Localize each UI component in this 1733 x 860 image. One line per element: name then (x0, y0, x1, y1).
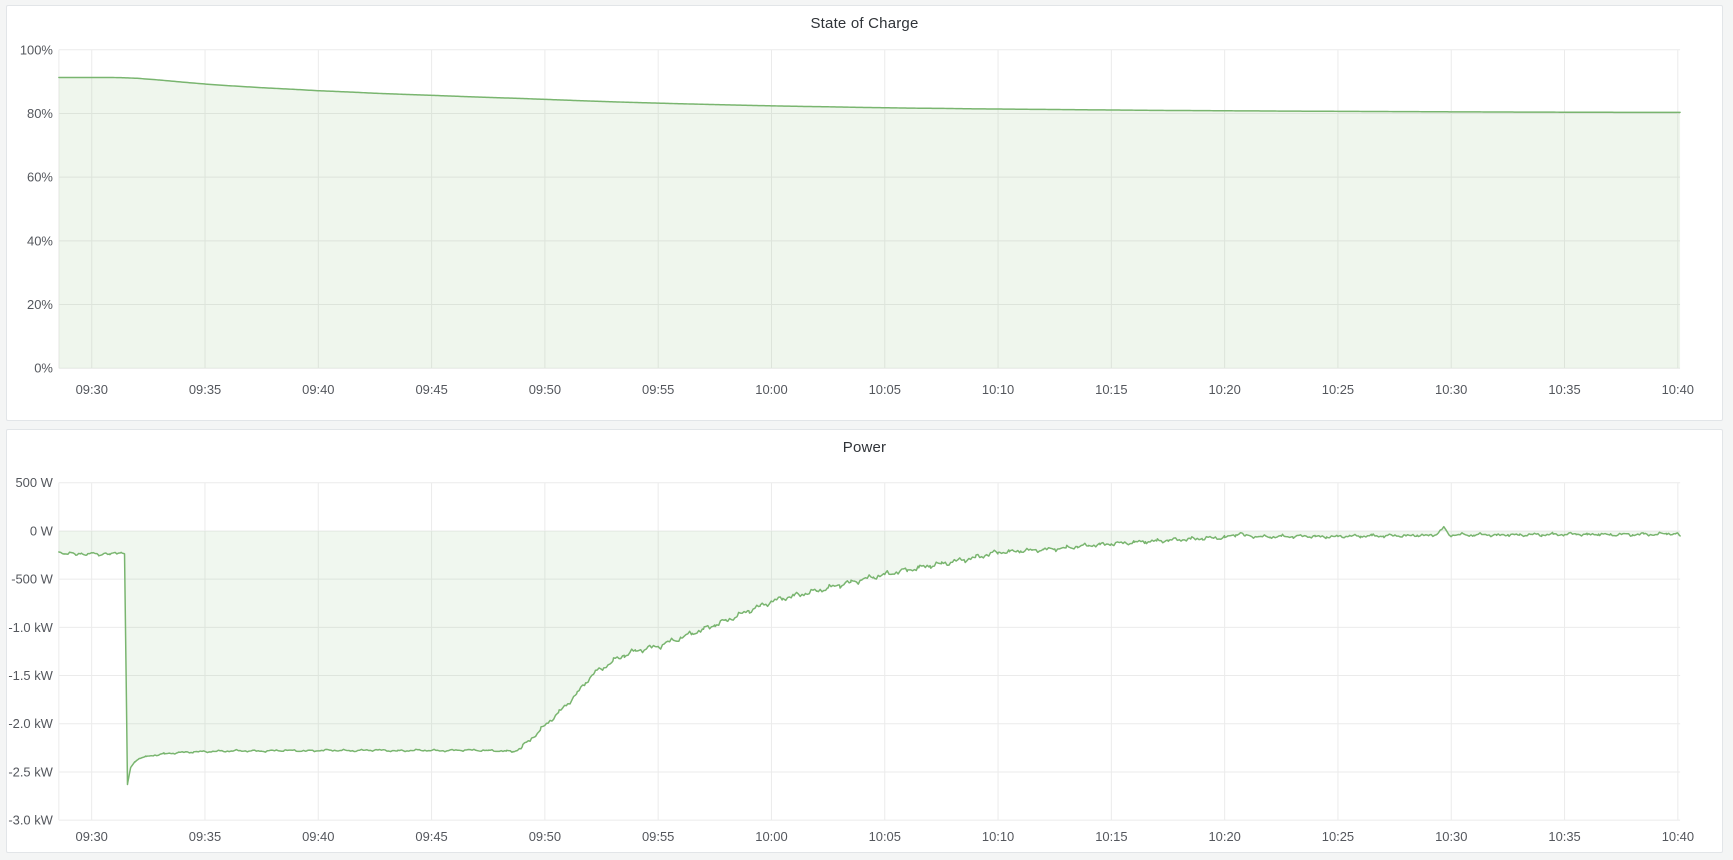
y-tick-label: 0% (34, 361, 53, 376)
x-tick-label: 10:05 (869, 829, 901, 844)
x-tick-label: 10:35 (1548, 382, 1580, 397)
y-tick-label: -2.0 kW (8, 716, 53, 731)
x-tick-label: 09:30 (76, 829, 108, 844)
series-area (58, 526, 1681, 785)
panel-title-state-of-charge: State of Charge (810, 15, 919, 32)
x-tick-label: 10:30 (1435, 829, 1467, 844)
x-tick-label: 10:20 (1208, 382, 1240, 397)
x-tick-label: 09:45 (415, 829, 447, 844)
x-tick-label: 10:30 (1435, 382, 1467, 397)
x-tick-label: 09:35 (189, 382, 221, 397)
y-tick-label: 500 W (15, 475, 53, 490)
y-tick-label: 100% (20, 42, 54, 57)
x-tick-label: 10:10 (982, 829, 1014, 844)
x-tick-label: 10:40 (1662, 829, 1694, 844)
x-tick-label: 09:45 (415, 382, 447, 397)
y-tick-label: 80% (27, 106, 53, 121)
x-tick-label: 10:25 (1322, 382, 1354, 397)
y-tick-label: 60% (27, 170, 53, 185)
x-tick-label: 10:15 (1095, 382, 1127, 397)
x-tick-label: 10:25 (1322, 829, 1354, 844)
x-tick-label: 10:10 (982, 382, 1014, 397)
x-tick-label: 09:50 (529, 829, 561, 844)
x-tick-label: 10:05 (869, 382, 901, 397)
y-tick-label: 0 W (30, 523, 54, 538)
x-tick-label: 10:00 (755, 382, 787, 397)
y-tick-label: 20% (27, 297, 53, 312)
y-tick-label: -1.5 kW (8, 668, 53, 683)
x-tick-label: 09:35 (189, 829, 221, 844)
state-of-charge-chart-canvas[interactable]: 100% 80% 60% 40% 20% 0% 09:30 09:35 09:40 09:45 09… (7, 6, 1722, 420)
x-tick-label: 10:15 (1095, 829, 1127, 844)
series-area (58, 77, 1681, 369)
x-tick-label: 10:00 (755, 829, 787, 844)
panel-title-power: Power (842, 439, 887, 456)
x-tick-label: 09:50 (529, 382, 561, 397)
x-tick-label: 10:35 (1548, 829, 1580, 844)
y-tick-label: -3.0 kW (8, 813, 53, 828)
x-tick-label: 10:40 (1662, 382, 1694, 397)
x-tick-label: 09:55 (642, 829, 674, 844)
panel-state-of-charge: State of Charge 100% 80% 60% 40% 20% 0% 09:30 0… (6, 5, 1723, 421)
y-tick-label: -500 W (11, 572, 53, 587)
series-line (58, 525, 1681, 786)
panel-power: Power 500 W 0 W -500 W -1.0 kW -1.5 kW -2.0 k… (6, 429, 1723, 853)
x-tick-label: 10:20 (1208, 829, 1240, 844)
y-tick-label: -1.0 kW (8, 620, 53, 635)
y-tick-label: 40% (27, 233, 53, 248)
x-tick-label: 09:30 (76, 382, 108, 397)
series-line (58, 76, 1681, 114)
y-tick-label: -2.5 kW (8, 764, 53, 779)
power-chart-canvas[interactable]: 500 W 0 W -500 W -1.0 kW -1.5 kW -2.0 kW -2.5 … (7, 430, 1722, 852)
x-tick-label: 09:40 (302, 829, 334, 844)
x-tick-label: 09:55 (642, 382, 674, 397)
x-tick-label: 09:40 (302, 382, 334, 397)
